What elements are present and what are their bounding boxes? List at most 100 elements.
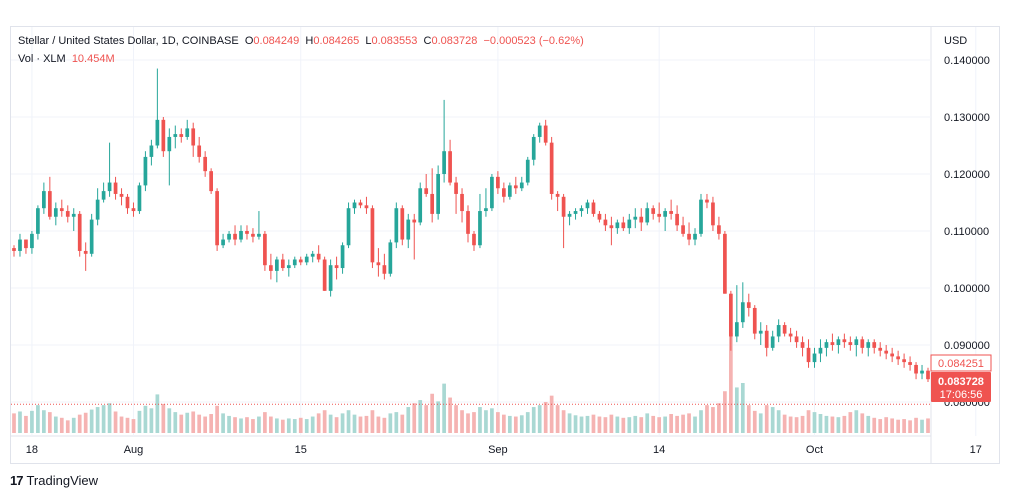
candle-body[interactable] bbox=[59, 208, 64, 212]
candle-body[interactable] bbox=[137, 185, 142, 212]
candle-body[interactable] bbox=[101, 191, 106, 200]
candle-body[interactable] bbox=[490, 176, 494, 209]
candle-body[interactable] bbox=[454, 182, 458, 194]
candle-body[interactable] bbox=[83, 250, 88, 254]
candle-body[interactable] bbox=[143, 156, 148, 186]
candle-body[interactable] bbox=[573, 211, 578, 214]
candle-body[interactable] bbox=[776, 325, 781, 337]
candle-body[interactable] bbox=[496, 176, 500, 189]
candle-body[interactable] bbox=[388, 242, 393, 274]
candle-body[interactable] bbox=[806, 347, 811, 363]
candle-body[interactable] bbox=[95, 199, 100, 220]
candle-body[interactable] bbox=[729, 293, 733, 337]
candle-body[interactable] bbox=[245, 231, 249, 234]
candle-body[interactable] bbox=[430, 193, 435, 214]
candle-body[interactable] bbox=[316, 253, 321, 260]
candle-body[interactable] bbox=[609, 225, 614, 229]
candle-body[interactable] bbox=[782, 325, 787, 334]
candle-body[interactable] bbox=[113, 182, 118, 194]
candle-body[interactable] bbox=[203, 156, 208, 172]
candle-body[interactable] bbox=[340, 245, 345, 269]
candle-body[interactable] bbox=[179, 134, 184, 137]
candle-body[interactable] bbox=[920, 370, 924, 374]
candle-body[interactable] bbox=[705, 199, 709, 203]
candle-body[interactable] bbox=[693, 233, 697, 240]
candle-body[interactable] bbox=[639, 216, 644, 223]
candle-body[interactable] bbox=[818, 347, 823, 354]
candle-body[interactable] bbox=[723, 233, 727, 294]
candle-body[interactable] bbox=[352, 202, 357, 209]
candle-body[interactable] bbox=[854, 339, 859, 345]
candle-body[interactable] bbox=[788, 333, 793, 337]
candle-body[interactable] bbox=[537, 125, 542, 137]
candle-body[interactable] bbox=[322, 259, 327, 291]
candle-body[interactable] bbox=[460, 193, 464, 212]
candle-body[interactable] bbox=[502, 188, 506, 197]
candle-body[interactable] bbox=[274, 259, 279, 271]
candle-body[interactable] bbox=[884, 350, 889, 354]
candle-body[interactable] bbox=[47, 191, 52, 217]
candle-body[interactable] bbox=[418, 188, 423, 223]
candle-body[interactable] bbox=[579, 208, 584, 212]
candle-body[interactable] bbox=[627, 219, 632, 229]
candle-body[interactable] bbox=[567, 213, 572, 217]
candle-body[interactable] bbox=[89, 219, 94, 254]
candle-body[interactable] bbox=[412, 219, 417, 223]
candle-body[interactable] bbox=[263, 233, 267, 266]
candle-body[interactable] bbox=[12, 248, 16, 251]
candle-body[interactable] bbox=[645, 208, 650, 223]
candle-body[interactable] bbox=[239, 231, 243, 240]
candle-body[interactable] bbox=[310, 253, 315, 257]
candle-body[interactable] bbox=[555, 193, 560, 197]
candle-body[interactable] bbox=[233, 233, 237, 240]
candle-body[interactable] bbox=[866, 342, 871, 348]
candle-body[interactable] bbox=[131, 208, 136, 212]
candle-body[interactable] bbox=[824, 342, 829, 348]
candle-body[interactable] bbox=[125, 196, 130, 209]
candle-body[interactable] bbox=[42, 191, 46, 209]
candle-body[interactable] bbox=[286, 265, 291, 269]
candle-body[interactable] bbox=[191, 128, 196, 146]
candle-body[interactable] bbox=[890, 353, 895, 357]
candle-body[interactable] bbox=[603, 219, 608, 226]
candle-body[interactable] bbox=[119, 193, 124, 197]
candle-body[interactable] bbox=[531, 136, 536, 160]
candle-body[interactable] bbox=[442, 151, 446, 174]
candle-body[interactable] bbox=[740, 302, 745, 323]
candle-body[interactable] bbox=[597, 213, 602, 220]
candle-body[interactable] bbox=[675, 213, 679, 226]
candle-body[interactable] bbox=[591, 202, 596, 214]
candle-body[interactable] bbox=[328, 265, 333, 291]
candle-body[interactable] bbox=[448, 151, 452, 183]
tradingview-logo-icon[interactable]: 17 bbox=[10, 472, 24, 488]
candle-body[interactable] bbox=[633, 216, 638, 220]
candle-body[interactable] bbox=[107, 182, 112, 192]
candle-body[interactable] bbox=[519, 182, 524, 189]
candle-body[interactable] bbox=[173, 134, 178, 137]
candle-body[interactable] bbox=[161, 119, 166, 152]
candle-body[interactable] bbox=[484, 208, 488, 212]
candle-body[interactable] bbox=[304, 256, 309, 263]
candle-body[interactable] bbox=[155, 119, 160, 146]
candle-body[interactable] bbox=[466, 211, 470, 234]
candle-body[interactable] bbox=[663, 211, 668, 217]
candle-body[interactable] bbox=[830, 342, 835, 345]
candle-body[interactable] bbox=[478, 211, 482, 246]
candle-body[interactable] bbox=[346, 208, 351, 246]
candle-body[interactable] bbox=[18, 239, 22, 251]
candle-body[interactable] bbox=[507, 185, 512, 197]
candle-body[interactable] bbox=[221, 239, 225, 246]
candle-body[interactable] bbox=[77, 213, 82, 251]
candle-body[interactable] bbox=[549, 142, 554, 194]
candle-body[interactable] bbox=[400, 208, 405, 240]
volume-label[interactable]: Vol · XLM bbox=[18, 53, 66, 65]
candle-body[interactable] bbox=[24, 239, 28, 249]
candle-body[interactable] bbox=[269, 265, 273, 271]
candle-body[interactable] bbox=[585, 202, 590, 209]
candle-body[interactable] bbox=[251, 233, 255, 237]
candle-body[interactable] bbox=[376, 262, 381, 266]
candle-body[interactable] bbox=[209, 171, 213, 192]
candle-body[interactable] bbox=[472, 233, 476, 246]
candle-body[interactable] bbox=[896, 356, 900, 360]
